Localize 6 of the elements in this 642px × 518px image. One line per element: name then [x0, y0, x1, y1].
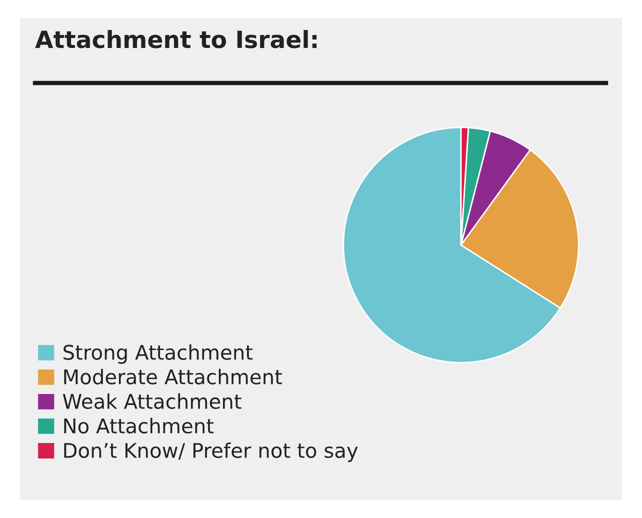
legend-label: Moderate Attachment [64, 368, 282, 384]
legend-label: Don’t Know/ Prefer not to say [64, 442, 358, 462]
legend-label: Strong Attachment [64, 344, 253, 364]
legend-label: Weak Attachment [62, 393, 242, 409]
chart-title: Attachment to Israel: [35, 30, 317, 48]
legend-label: No Attachment [64, 418, 214, 434]
